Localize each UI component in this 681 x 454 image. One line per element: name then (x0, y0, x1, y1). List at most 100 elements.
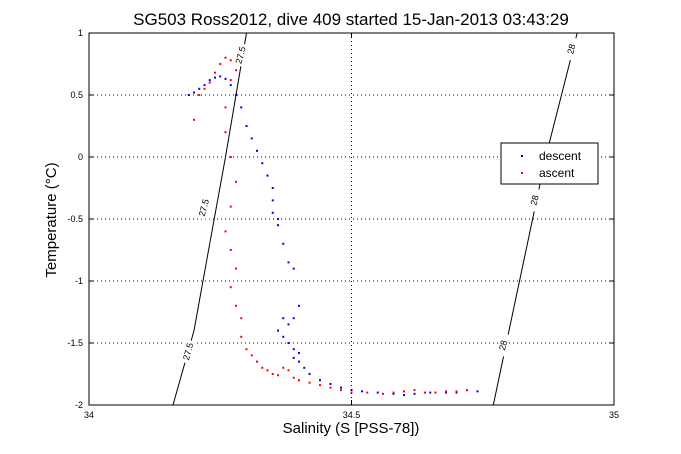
descent-point (224, 77, 227, 80)
descent-point (277, 329, 279, 332)
contour-label-bg (498, 334, 509, 357)
x-tick-label: 35 (609, 410, 619, 420)
ascent-point (413, 389, 416, 392)
ascent-point (282, 366, 285, 369)
grid (89, 33, 614, 405)
ascent-point (256, 360, 258, 363)
descent-point (429, 391, 432, 394)
x-tick-label: 34 (84, 410, 94, 420)
ascent-point (277, 374, 279, 377)
ascent-point (424, 391, 426, 394)
y-tick-label: 1 (78, 28, 83, 38)
descent-point (403, 394, 405, 397)
descent-point (277, 218, 279, 220)
descent-point (292, 348, 295, 351)
ascent-point (203, 87, 206, 90)
descent-point (455, 391, 458, 394)
ascent-point (261, 366, 264, 369)
ascent-point (392, 391, 395, 394)
descent-point (340, 386, 342, 389)
descent-point (329, 382, 332, 385)
ascent-point (229, 59, 232, 62)
descent-point (271, 211, 274, 214)
contour-label: 27.5 (234, 45, 248, 65)
descent-point (214, 76, 216, 79)
ascent-point (292, 376, 295, 379)
ascent-point (319, 384, 321, 387)
ascent-point (240, 335, 243, 338)
contour-label-bg (199, 196, 210, 219)
ascent-point (240, 317, 243, 320)
ascent-point (329, 386, 332, 389)
x-tick-label: 34.5 (343, 410, 361, 420)
ascent-point (198, 94, 201, 96)
descent-point (256, 149, 258, 152)
ascent-point (229, 205, 232, 208)
contour-label-bg (530, 189, 541, 212)
descent-point (245, 125, 248, 127)
descent-point (271, 187, 274, 189)
legend: descent ascent (500, 142, 599, 185)
descent-point (298, 360, 300, 363)
descent-point (250, 137, 253, 140)
ascent-point (266, 369, 269, 372)
descent-point (277, 224, 279, 227)
ascent-point (229, 286, 232, 289)
ascent-point (235, 180, 237, 183)
ascent-point (219, 63, 222, 65)
descent-point (229, 84, 232, 87)
y-tick-label: -1.5 (67, 338, 83, 348)
descent-point (208, 79, 211, 82)
ascent-point (224, 131, 227, 134)
ascent-point (366, 391, 369, 394)
ascent-point (224, 230, 227, 233)
ascent-point (193, 118, 195, 121)
contour-label: 28 (529, 194, 541, 206)
descent-point (193, 91, 195, 94)
descent-point (287, 261, 290, 264)
ascent-point (466, 389, 468, 392)
descent-point (292, 356, 295, 359)
x-axis-label: Salinity (S [PSS-78]) (283, 420, 420, 437)
descent-point (319, 379, 321, 382)
descent-point (413, 392, 416, 395)
ascent-point (235, 267, 237, 270)
descent-point (261, 162, 264, 165)
contour-label-bg (236, 44, 247, 67)
ascent-point (245, 348, 248, 351)
ascent-point (403, 390, 405, 393)
ascent-point (235, 304, 237, 307)
ticks: 34 34.5 35 -2 -1.5 -1 -0.5 0 0.5 1 (67, 28, 619, 420)
contour-label: 28 (497, 339, 509, 351)
descent-point (187, 94, 190, 96)
contour-label-bg (567, 38, 577, 61)
descent-point (308, 373, 311, 375)
chart-title: SG503 Ross2012, dive 409 started 15-Jan-… (133, 10, 569, 29)
descent-point (476, 390, 479, 393)
descent-point (298, 351, 300, 354)
data-points (187, 56, 479, 397)
descent-point (445, 391, 447, 394)
descent-point (303, 366, 306, 369)
descent-point (266, 174, 269, 177)
ascent-point (224, 56, 227, 59)
descent-point (282, 335, 285, 338)
ascent-point (229, 79, 232, 82)
descent-point (298, 304, 300, 307)
ascent-point (350, 391, 353, 394)
descent-point (392, 392, 395, 395)
descent-point (240, 106, 243, 109)
ascent-point (208, 81, 211, 84)
y-tick-label: -1 (75, 276, 83, 286)
ascent-point (434, 391, 437, 394)
legend-marker (521, 172, 523, 174)
descent-point (271, 199, 274, 202)
contour-lines: 27.5 27.5 27.5 28 28 28 (172, 32, 578, 406)
descent-point (198, 87, 201, 90)
y-tick-label: -2 (75, 400, 83, 410)
legend-entry: descent (539, 149, 582, 163)
ascent-point (250, 354, 253, 357)
descent-point (282, 242, 285, 245)
ascent-point (224, 106, 227, 109)
